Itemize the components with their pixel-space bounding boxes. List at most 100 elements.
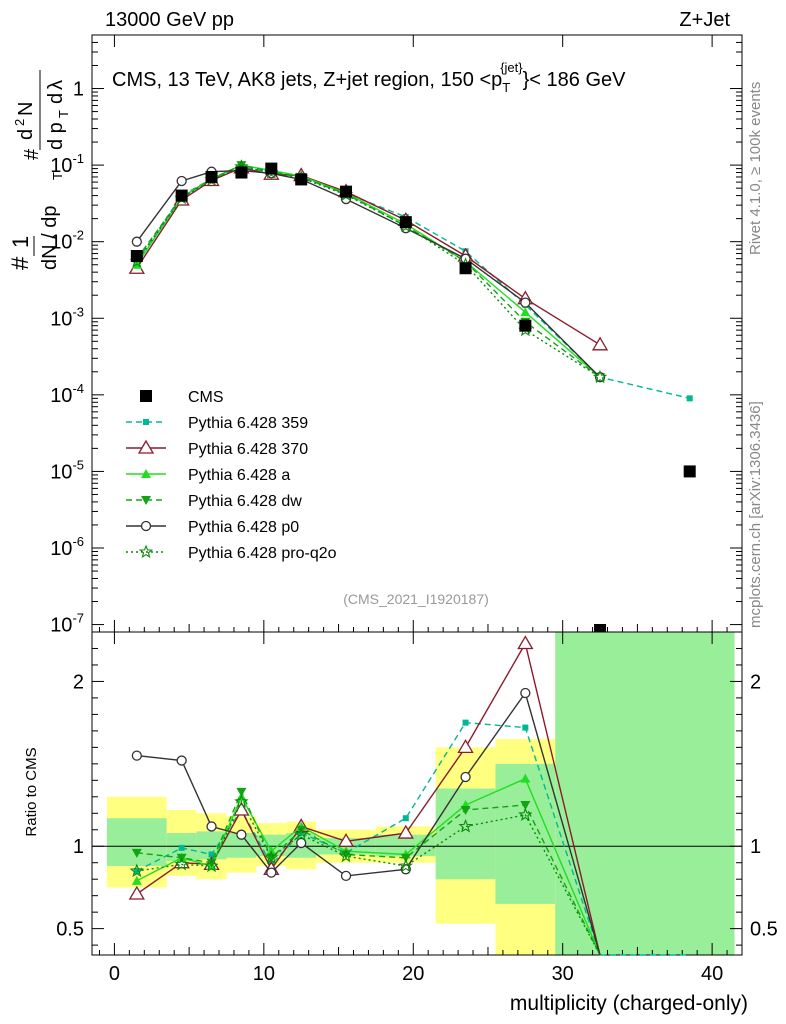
- x-axis-label: multiplicity (charged-only): [510, 992, 748, 1015]
- svg-text:d: d: [15, 129, 37, 140]
- legend-label-0: CMS: [188, 389, 224, 406]
- ratio-point-6-3: [234, 794, 249, 808]
- ratio-point-4-9: [520, 801, 531, 811]
- series-5: [131, 165, 606, 383]
- y-tick-label-main-3: 10-4: [50, 381, 84, 407]
- y-tick-exponent: -2: [72, 228, 84, 243]
- y-tick-label-ratio-2: 2: [73, 671, 84, 693]
- analysis-id: (CMS_2021_I1920187): [343, 591, 489, 607]
- ratio-point-4-8: [460, 805, 471, 815]
- y-tick-label-ratio-right-1: 1: [750, 836, 761, 858]
- point-0-8: [459, 262, 472, 275]
- y-tick-exponent: -6: [72, 534, 84, 549]
- svg-text:d p: d p: [45, 122, 67, 150]
- legend-item-0: CMS: [140, 389, 224, 406]
- point-0-3: [235, 166, 248, 179]
- ratio-point-6-0: [129, 863, 144, 878]
- y-tick-label-main-4: 10-3: [50, 304, 84, 330]
- ratio-point-2-0: [128, 885, 145, 900]
- ratio-point-5-8: [460, 771, 471, 783]
- y-tick-base: 10: [50, 615, 72, 637]
- svg-text:λ: λ: [45, 80, 67, 90]
- y-axis-label-main: # 1 dN / dp T # d 2 N d p T d λ: [7, 70, 71, 270]
- legend-item-2: Pythia 6.428 370: [126, 439, 308, 458]
- y-tick-base: 10: [50, 308, 72, 330]
- legend-label-1: Pythia 6.428 359: [188, 415, 308, 432]
- header-right: Z+Jet: [679, 9, 730, 31]
- point-5-1: [176, 175, 187, 187]
- point-1-11: [686, 395, 693, 402]
- series-line-4: [136, 164, 601, 378]
- point-0-4: [265, 162, 278, 175]
- legend-marker-3: [141, 469, 151, 478]
- svg-text:T: T: [56, 110, 71, 118]
- chart-title-sub: T: [502, 80, 510, 95]
- x-tick-label-20: 20: [402, 963, 424, 985]
- legend-label-3: Pythia 6.428 a: [188, 467, 290, 484]
- ratio-series-6: [129, 794, 601, 956]
- series-1: [133, 163, 693, 402]
- svg-text:N: N: [15, 102, 37, 116]
- point-0-9: [519, 319, 532, 332]
- y-tick-label-main-7: 1: [73, 79, 84, 101]
- ratio-point-1-2: [208, 851, 215, 858]
- legend: CMS Pythia 6.428 359 Pythia 6.428 370 Pythi…: [126, 389, 337, 562]
- legend-item-3: Pythia 6.428 a: [126, 467, 290, 484]
- ratio-point-6-5: [294, 827, 309, 841]
- ratio-point-1-7: [402, 815, 409, 822]
- ratio-point-4-5: [296, 825, 307, 835]
- svg-text:1: 1: [8, 236, 33, 248]
- y-tick-base: 10: [50, 155, 72, 177]
- series-line-3: [136, 164, 601, 378]
- chart-title-sup: {jet}: [500, 60, 523, 75]
- ratio-point-4-3: [236, 787, 247, 797]
- ratio-point-4-0: [131, 848, 142, 858]
- legend-marker-4: [141, 496, 151, 505]
- y-tick-label-main-5: 10-2: [50, 228, 84, 254]
- y-axis-label-ratio: Ratio to CMS: [23, 747, 40, 836]
- y-tick-label-ratio-right-2: 2: [750, 671, 761, 693]
- ratio-point-2-7: [397, 824, 414, 839]
- ratio-point-6-7: [398, 858, 413, 873]
- y-tick-label-ratio-right-0: 0.5: [750, 919, 778, 941]
- ratio-point-5-3: [236, 829, 247, 840]
- ratio-point-1-9: [522, 724, 529, 731]
- ratio-point-5-6: [340, 870, 352, 882]
- legend-label-5: Pythia 6.428 p0: [188, 519, 299, 536]
- legend-label-6: Pythia 6.428 pro-q2o: [188, 545, 337, 562]
- ratio-point-6-6: [338, 848, 354, 863]
- point-0-2: [205, 170, 218, 183]
- y-tick-base: 10: [50, 232, 72, 254]
- main-plot-area: 10-710-610-510-410-310-210-11 CMS, 13 Te…: [50, 34, 743, 637]
- legend-marker-5: [140, 520, 152, 532]
- ratio-point-2-9: [517, 635, 534, 650]
- y-tick-label-ratio-0: 0.5: [56, 919, 84, 941]
- y-tick-exponent: -1: [72, 151, 84, 166]
- band-stat-7: [375, 834, 436, 857]
- legend-marker-1: [143, 419, 149, 425]
- svg-text:T: T: [50, 172, 65, 180]
- ratio-point-2-3: [233, 801, 250, 816]
- ratio-point-6-9: [518, 807, 533, 822]
- y-tick-base: 10: [50, 385, 72, 407]
- ratio-point-5-4: [266, 867, 277, 878]
- y-tick-exponent: -5: [72, 457, 84, 472]
- point-0-0: [130, 250, 143, 263]
- ratio-point-6-8: [458, 819, 473, 833]
- y-tick-label-main-6: 10-1: [50, 151, 84, 177]
- series-line-2: [136, 167, 601, 346]
- ratio-point-5-9: [520, 687, 531, 699]
- chart-title-main: CMS, 13 TeV, AK8 jets, Z+jet region, 150…: [112, 69, 502, 91]
- legend-item-5: Pythia 6.428 p0: [126, 519, 299, 536]
- legend-marker-2: [137, 439, 155, 454]
- ratio-series-5: [131, 687, 601, 956]
- main-frame: [91, 34, 743, 633]
- legend-marker-6: [138, 544, 154, 559]
- ratio-point-5-2: [206, 821, 217, 832]
- point-5-9: [520, 297, 531, 308]
- legend-label-2: Pythia 6.428 370: [188, 441, 308, 458]
- point-5-0: [131, 236, 142, 247]
- series-4: [131, 161, 606, 383]
- ratio-point-2-8: [457, 739, 474, 754]
